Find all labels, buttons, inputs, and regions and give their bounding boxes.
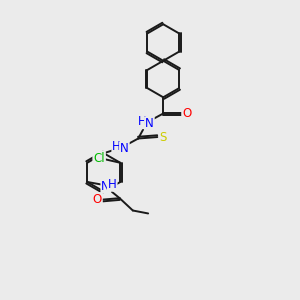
Text: Cl: Cl [93,152,105,165]
Text: H: H [112,140,121,153]
Text: H: H [108,178,117,191]
Text: N: N [120,142,129,155]
Text: S: S [160,130,167,143]
Text: N: N [101,180,110,193]
Text: O: O [182,107,191,120]
Text: H: H [137,115,146,128]
Text: N: N [145,117,154,130]
Text: O: O [93,193,102,206]
